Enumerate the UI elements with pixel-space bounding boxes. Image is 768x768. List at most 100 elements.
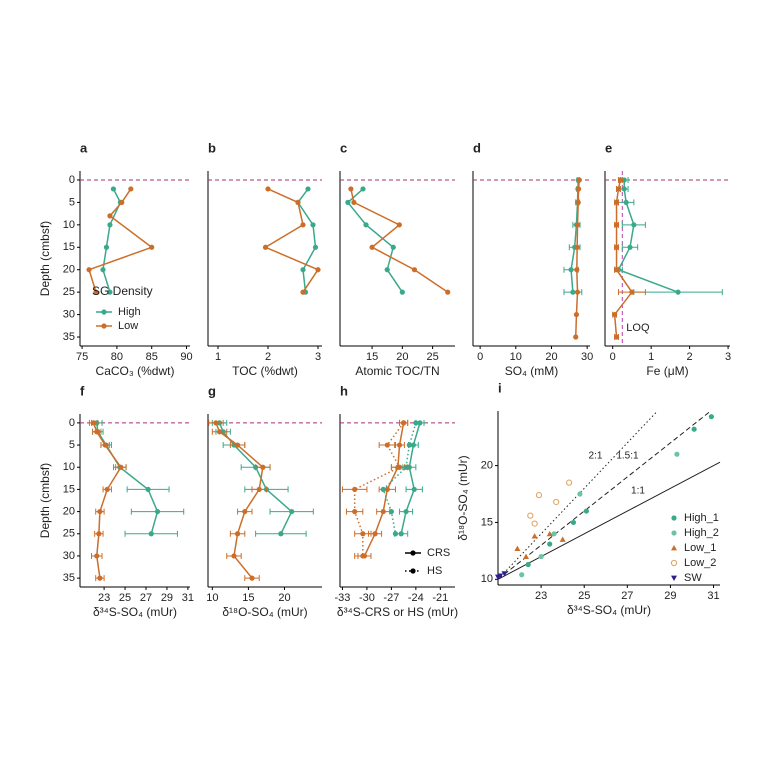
marker bbox=[97, 508, 103, 515]
marker bbox=[91, 420, 97, 426]
marker bbox=[401, 420, 407, 426]
y-tick-label: 15 bbox=[481, 516, 493, 528]
profile-line bbox=[400, 422, 421, 534]
legend-marker bbox=[671, 545, 677, 551]
marker bbox=[501, 571, 508, 577]
marker bbox=[360, 553, 366, 559]
x-axis-title: δ¹⁸O-SO₄ (mUr) bbox=[222, 605, 307, 619]
marker bbox=[312, 244, 319, 250]
legend-label: High_2 bbox=[684, 527, 719, 539]
profile-line bbox=[263, 188, 320, 293]
marker bbox=[390, 244, 396, 250]
loq-label: LOQ bbox=[626, 322, 650, 334]
marker bbox=[573, 311, 580, 318]
x-axis-title: CaCO₃ (%dwt) bbox=[96, 364, 175, 378]
marker bbox=[262, 244, 269, 250]
legend-marker bbox=[410, 550, 416, 556]
marker bbox=[621, 186, 627, 192]
marker bbox=[570, 289, 576, 295]
x-tick-label: 23 bbox=[98, 592, 110, 604]
marker bbox=[531, 533, 538, 539]
x-tick-label: 20 bbox=[396, 351, 408, 363]
y-axis-title: Depth (cmbsf) bbox=[38, 463, 52, 538]
marker bbox=[566, 479, 573, 486]
x-tick-label: 10 bbox=[510, 351, 522, 363]
marker bbox=[351, 199, 357, 206]
marker bbox=[535, 492, 543, 499]
marker bbox=[613, 244, 620, 250]
marker bbox=[574, 244, 580, 250]
x-tick-label: 31 bbox=[707, 590, 719, 602]
marker bbox=[574, 267, 580, 273]
profile-line bbox=[350, 188, 449, 293]
marker bbox=[413, 420, 419, 426]
marker bbox=[396, 442, 403, 448]
panel-label: d bbox=[473, 140, 481, 155]
marker bbox=[345, 199, 351, 206]
marker bbox=[612, 311, 618, 318]
profile-line bbox=[88, 188, 154, 293]
marker bbox=[531, 520, 538, 527]
marker bbox=[417, 420, 423, 426]
marker bbox=[396, 222, 402, 228]
marker bbox=[551, 531, 557, 537]
marker bbox=[525, 561, 531, 568]
legend-title: SG Density bbox=[92, 284, 153, 298]
marker bbox=[527, 512, 534, 519]
x-tick-label: 15 bbox=[366, 351, 378, 363]
x-tick-label: 25 bbox=[578, 590, 590, 602]
marker bbox=[372, 531, 378, 537]
panel-label: e bbox=[605, 140, 612, 155]
x-tick-label: 25 bbox=[119, 592, 131, 604]
panel-label: a bbox=[80, 140, 88, 155]
marker bbox=[403, 508, 409, 515]
marker bbox=[119, 199, 125, 206]
marker bbox=[384, 267, 390, 273]
marker bbox=[260, 464, 266, 470]
marker bbox=[613, 199, 620, 206]
marker bbox=[497, 573, 504, 579]
marker bbox=[411, 486, 417, 493]
marker bbox=[559, 536, 566, 542]
marker bbox=[310, 222, 316, 228]
x-tick-label: 31 bbox=[182, 592, 194, 604]
marker bbox=[380, 486, 386, 493]
marker bbox=[570, 519, 577, 526]
marker bbox=[234, 442, 241, 448]
x-axis-title: Fe (μM) bbox=[646, 364, 688, 378]
marker bbox=[104, 486, 110, 493]
marker bbox=[145, 486, 151, 493]
x-tick-label: 20 bbox=[545, 351, 557, 363]
x-tick-label: -33 bbox=[334, 592, 350, 604]
marker bbox=[118, 464, 124, 470]
marker bbox=[360, 186, 366, 192]
y-tick-label: 30 bbox=[63, 550, 75, 562]
marker bbox=[216, 429, 223, 435]
legend-marker bbox=[410, 568, 416, 574]
x-axis-title: SO₄ (mM) bbox=[505, 364, 559, 378]
marker bbox=[613, 222, 620, 228]
marker bbox=[242, 508, 248, 515]
marker bbox=[623, 199, 629, 206]
x-tick-label: 27 bbox=[140, 592, 152, 604]
marker bbox=[384, 442, 390, 448]
profile-line bbox=[102, 188, 122, 293]
marker bbox=[399, 289, 405, 295]
marker bbox=[128, 186, 134, 192]
panel-label: f bbox=[80, 383, 85, 398]
ratio-label: 1.5:1 bbox=[616, 451, 639, 462]
marker bbox=[300, 222, 306, 228]
x-axis-title: δ³⁴S-SO₄ (mUr) bbox=[567, 603, 651, 617]
marker bbox=[538, 553, 544, 560]
marker bbox=[148, 531, 154, 537]
y-tick-label: 25 bbox=[63, 528, 75, 540]
x-tick-label: 29 bbox=[664, 590, 676, 602]
x-tick-label: 10 bbox=[206, 592, 218, 604]
ratio-label: 2:1 bbox=[589, 451, 603, 462]
legend-marker bbox=[670, 559, 678, 567]
marker bbox=[708, 414, 714, 420]
marker bbox=[154, 508, 161, 515]
y-tick-label: 0 bbox=[69, 174, 75, 186]
y-tick-label: 10 bbox=[63, 219, 75, 231]
